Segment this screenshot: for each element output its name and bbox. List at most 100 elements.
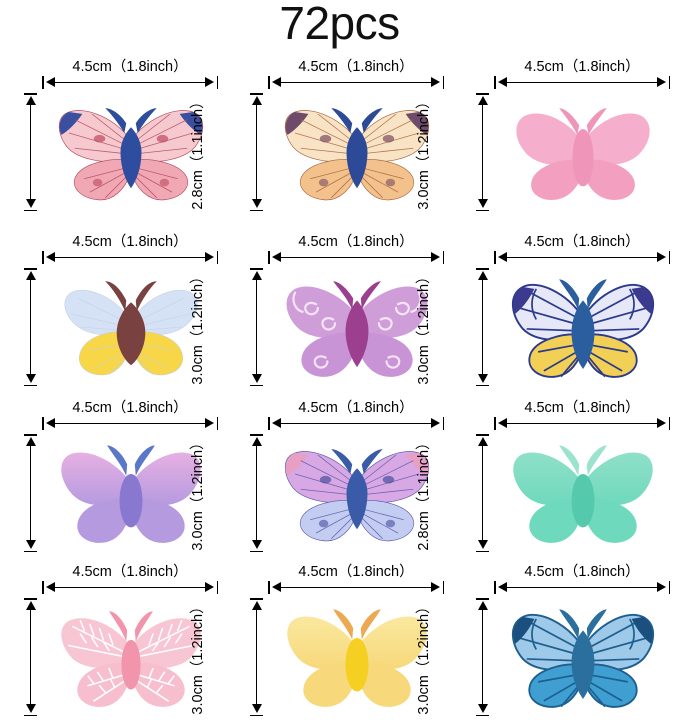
height-cap-bottom bbox=[476, 714, 489, 716]
width-dimension-1: 4.5cm（1.8inch） bbox=[42, 57, 218, 91]
width-cap-right bbox=[216, 76, 218, 89]
height-cap-bottom bbox=[250, 209, 263, 211]
width-line bbox=[274, 82, 438, 83]
width-arrow-left bbox=[498, 252, 507, 262]
height-cap-top bbox=[24, 434, 37, 436]
width-line bbox=[274, 423, 438, 424]
width-cap-left bbox=[42, 417, 44, 430]
width-line bbox=[500, 587, 664, 588]
width-arrow-right bbox=[657, 77, 666, 87]
height-arrow-top bbox=[477, 271, 488, 280]
width-cap-right bbox=[216, 251, 218, 264]
width-arrow-right bbox=[431, 77, 440, 87]
width-cap-right bbox=[668, 251, 670, 264]
width-label: 4.5cm（1.8inch） bbox=[72, 59, 188, 75]
width-dimension-10: 4.5cm（1.8inch） bbox=[42, 562, 218, 596]
height-arrow-top bbox=[477, 601, 488, 610]
height-line bbox=[482, 604, 483, 710]
width-arrow-right bbox=[431, 582, 440, 592]
width-cap-left bbox=[494, 581, 496, 594]
width-cap-left bbox=[42, 581, 44, 594]
height-arrow-bottom bbox=[477, 374, 488, 383]
height-arrow-bottom bbox=[251, 540, 262, 549]
height-label: 3.0cm（1.2inch） bbox=[190, 599, 206, 715]
height-arrow-top bbox=[25, 96, 36, 105]
width-label: 4.5cm（1.8inch） bbox=[72, 400, 188, 416]
width-cap-right bbox=[442, 76, 444, 89]
height-arrow-bottom bbox=[477, 540, 488, 549]
pink-purple-gradient-butterfly bbox=[42, 432, 220, 556]
height-label: 3.0cm（1.2inch） bbox=[190, 269, 206, 385]
height-cap-top bbox=[250, 268, 263, 270]
height-line bbox=[256, 274, 257, 380]
width-arrow-left bbox=[46, 77, 55, 87]
width-label: 4.5cm（1.8inch） bbox=[72, 234, 188, 250]
height-cap-bottom bbox=[476, 550, 489, 552]
width-label: 4.5cm（1.8inch） bbox=[524, 400, 640, 416]
height-dimension-12: 3.0cm（1.2inch） bbox=[416, 598, 494, 716]
navy-white-yellow-monarch-butterfly bbox=[494, 266, 672, 390]
width-arrow-right bbox=[657, 582, 666, 592]
width-label: 4.5cm（1.8inch） bbox=[524, 564, 640, 580]
width-label: 4.5cm（1.8inch） bbox=[524, 234, 640, 250]
width-arrow-left bbox=[272, 252, 281, 262]
width-cap-right bbox=[442, 251, 444, 264]
butterfly-cell-5: 4.5cm（1.8inch） 3.0cm（1.2inch） bbox=[190, 232, 452, 397]
blue-yellow-moth-butterfly bbox=[42, 266, 220, 390]
height-arrow-bottom bbox=[477, 199, 488, 208]
width-dimension-11: 4.5cm（1.8inch） bbox=[268, 562, 444, 596]
height-dimension-1: 2.8cm（1.1inch） bbox=[0, 93, 42, 211]
width-dimension-12: 4.5cm（1.8inch） bbox=[494, 562, 670, 596]
width-cap-left bbox=[268, 417, 270, 430]
width-cap-right bbox=[442, 581, 444, 594]
width-line bbox=[48, 587, 212, 588]
height-arrow-top bbox=[477, 96, 488, 105]
height-cap-top bbox=[476, 268, 489, 270]
width-arrow-left bbox=[272, 77, 281, 87]
height-cap-bottom bbox=[250, 714, 263, 716]
width-cap-right bbox=[442, 417, 444, 430]
height-line bbox=[30, 440, 31, 546]
width-label: 4.5cm（1.8inch） bbox=[524, 59, 640, 75]
height-line bbox=[482, 440, 483, 546]
height-cap-bottom bbox=[24, 714, 37, 716]
height-cap-bottom bbox=[250, 384, 263, 386]
height-cap-top bbox=[24, 93, 37, 95]
height-cap-top bbox=[476, 434, 489, 436]
height-label: 3.0cm（1.2inch） bbox=[190, 435, 206, 551]
width-arrow-left bbox=[498, 77, 507, 87]
height-arrow-bottom bbox=[25, 374, 36, 383]
width-arrow-right bbox=[205, 418, 214, 428]
height-arrow-bottom bbox=[25, 199, 36, 208]
width-cap-left bbox=[494, 76, 496, 89]
orange-cream-striped-butterfly bbox=[268, 91, 446, 215]
height-cap-top bbox=[250, 598, 263, 600]
height-cap-top bbox=[250, 93, 263, 95]
height-line bbox=[256, 99, 257, 205]
height-cap-bottom bbox=[24, 550, 37, 552]
height-dimension-7: 3.0cm（1.2inch） bbox=[0, 434, 42, 552]
butterfly-cell-2: 4.5cm（1.8inch） 2.8cm（1.1inch） bbox=[190, 57, 452, 222]
width-arrow-left bbox=[46, 418, 55, 428]
width-label: 4.5cm（1.8inch） bbox=[298, 400, 414, 416]
height-line bbox=[256, 440, 257, 546]
width-dimension-7: 4.5cm（1.8inch） bbox=[42, 398, 218, 432]
height-line bbox=[30, 604, 31, 710]
width-label: 4.5cm（1.8inch） bbox=[298, 59, 414, 75]
width-cap-left bbox=[268, 76, 270, 89]
mint-green-gradient-butterfly bbox=[494, 432, 672, 556]
width-label: 4.5cm（1.8inch） bbox=[72, 564, 188, 580]
width-line bbox=[48, 82, 212, 83]
pale-pink-leaf-vein-butterfly bbox=[42, 596, 220, 720]
height-dimension-6: 3.0cm（1.2inch） bbox=[416, 268, 494, 386]
yellow-gradient-butterfly bbox=[268, 596, 446, 720]
butterfly-cell-8: 4.5cm（1.8inch） 3.0cm（1.2inch） bbox=[190, 398, 452, 563]
height-line bbox=[256, 604, 257, 710]
width-line bbox=[48, 257, 212, 258]
height-line bbox=[30, 274, 31, 380]
width-cap-left bbox=[42, 76, 44, 89]
height-arrow-top bbox=[477, 437, 488, 446]
height-dimension-3: 3.0cm（1.2inch） bbox=[416, 93, 494, 211]
height-cap-bottom bbox=[250, 550, 263, 552]
